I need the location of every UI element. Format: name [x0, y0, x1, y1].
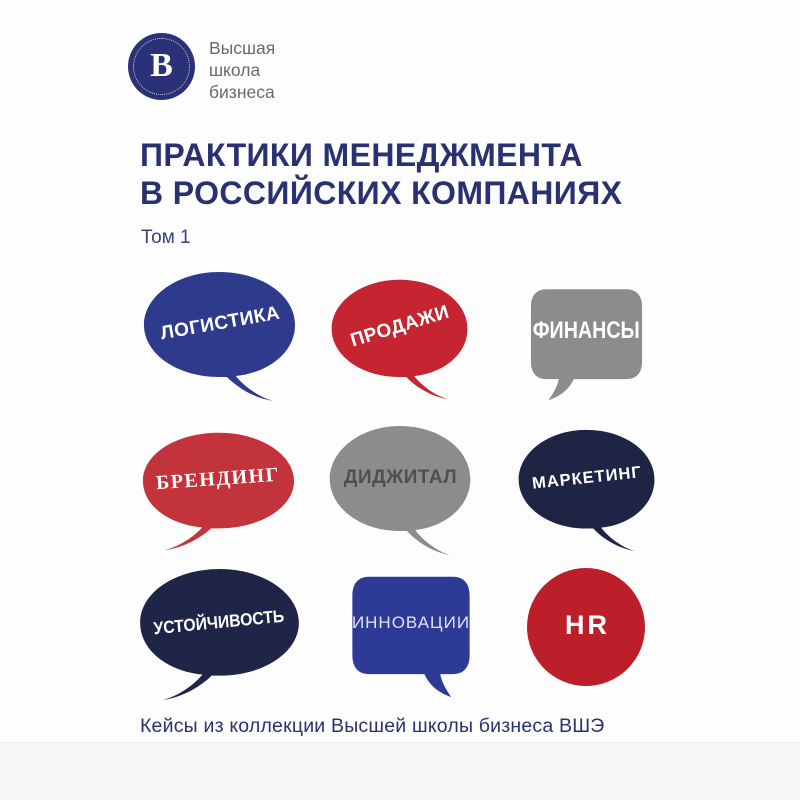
bubble-finance: ФИНАНСЫ	[523, 284, 650, 402]
volume-label: Том 1	[141, 227, 191, 248]
speech-bubble-icon	[143, 272, 296, 401]
speech-bubble-icon	[352, 576, 470, 698]
speech-bubble-icon	[142, 432, 295, 551]
book-title-line-1: ПРАКТИКИ МЕНЕДЖМЕНТА	[140, 137, 583, 173]
publisher-name-line: Высшая	[209, 38, 276, 58]
footer-caption: Кейсы из коллекции Высшей школы бизнеса …	[140, 715, 605, 737]
bubble-label: ИННОВАЦИИ	[351, 613, 471, 632]
bubble-label: БРЕНДИНГ	[155, 463, 281, 494]
bubble-label: ДИДЖИТАЛ	[343, 467, 458, 488]
book-title: ПРАКТИКИ МЕНЕДЖМЕНТА В РОССИЙСКИХ КОМПАН…	[140, 136, 622, 212]
hse-logo-letter: В	[150, 46, 173, 84]
speech-bubble-icon	[527, 568, 645, 686]
bubble-sustainability: УСТОЙЧИВОСТЬ	[136, 566, 302, 702]
bubble-branding: БРЕНДИНГ	[139, 430, 297, 552]
speech-bubble-icon	[530, 289, 643, 401]
bubble-label: УСТОЙЧИВОСТЬ	[152, 605, 286, 638]
bubble-sales: ПРОДАЖИ	[329, 277, 471, 401]
publisher-header: В Высшая школа бизнеса	[128, 33, 275, 103]
bubble-label: ЛОГИСТИКА	[158, 302, 282, 345]
publisher-name: Высшая школа бизнеса	[209, 33, 275, 103]
speech-bubble-icon	[331, 279, 468, 400]
speech-bubble-icon	[140, 569, 299, 700]
speech-bubble-icon	[329, 426, 471, 555]
bubble-digital: ДИДЖИТАЛ	[327, 423, 474, 557]
bubble-marketing: МАРКЕТИНГ	[516, 427, 658, 553]
bubble-label: МАРКЕТИНГ	[531, 462, 643, 493]
publisher-name-line: школа	[209, 60, 261, 80]
publisher-name-line: бизнеса	[209, 82, 275, 102]
book-title-line-2: В РОССИЙСКИХ КОМПАНИЯХ	[140, 175, 623, 211]
speech-bubble-icon	[518, 429, 655, 552]
bubble-label: ФИНАНСЫ	[532, 317, 641, 344]
bubble-innovation: ИННОВАЦИИ	[344, 571, 478, 699]
bubble-label: HR	[565, 609, 610, 640]
hse-logo-icon: В	[128, 33, 195, 100]
page-bottom-edge	[0, 742, 800, 800]
bubble-logistics: ЛОГИСТИКА	[141, 269, 299, 403]
bubble-label: ПРОДАЖИ	[347, 301, 452, 352]
bubble-hr: HR	[524, 566, 648, 688]
